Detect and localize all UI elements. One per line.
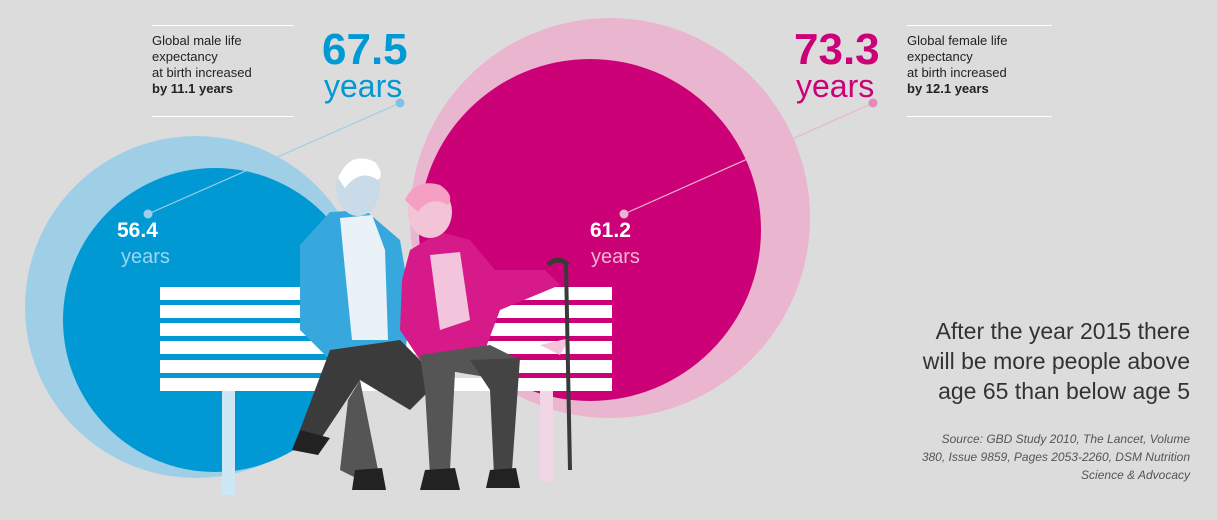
male-caption-bold: by 11.1 years (152, 81, 233, 96)
source-line-3: Science & Advocacy (1081, 468, 1190, 482)
headline-line-3: age 65 than below age 5 (938, 378, 1190, 404)
female-caption: Global female life expectancy at birth i… (907, 33, 1057, 97)
male-connector-dot-start (143, 209, 153, 219)
male-caption-line-1: Global male life (152, 33, 242, 48)
male-past-unit: years (121, 246, 170, 268)
female-past-unit: years (591, 246, 640, 268)
source-note: Source: GBD Study 2010, The Lancet, Volu… (810, 430, 1190, 484)
female-caption-line-2: expectancy (907, 49, 973, 64)
source-line-2: 380, Issue 9859, Pages 2053-2260, DSM Nu… (921, 450, 1190, 464)
male-connector-dot-end (395, 98, 405, 108)
female-caption-rule-bottom (907, 116, 1052, 117)
elderly-man-figure (292, 158, 440, 490)
elderly-woman-figure (400, 183, 570, 490)
headline-line-1: After the year 2015 there (935, 318, 1190, 344)
male-inner-circle (63, 168, 367, 472)
female-current-value: 73.3 (794, 25, 880, 74)
male-caption-rule-bottom (152, 116, 294, 117)
female-connector-dot-start (619, 209, 629, 219)
female-current-unit: years (796, 68, 875, 104)
female-caption-bold: by 12.1 years (907, 81, 989, 96)
male-current-unit: years (324, 68, 403, 104)
female-connector-line (623, 102, 874, 215)
female-connector-dot-end (868, 98, 878, 108)
male-connector-line (147, 102, 401, 215)
female-past-value: 61.2 (590, 219, 631, 242)
female-caption-line-3: at birth increased (907, 65, 1007, 80)
male-caption-line-2: expectancy (152, 49, 218, 64)
female-caption-rule-top (907, 25, 1052, 26)
male-caption-rule-top (152, 25, 294, 26)
male-past-value: 56.4 (117, 219, 158, 242)
male-caption: Global male life expectancy at birth inc… (152, 33, 297, 97)
female-caption-line-1: Global female life (907, 33, 1008, 48)
headline-statement: After the year 2015 there will be more p… (830, 316, 1190, 406)
source-line-1: Source: GBD Study 2010, The Lancet, Volu… (941, 432, 1190, 446)
male-caption-line-3: at birth increased (152, 65, 252, 80)
walking-cane (546, 257, 572, 471)
male-current-value: 67.5 (322, 25, 408, 74)
headline-line-2: will be more people above (922, 348, 1190, 374)
